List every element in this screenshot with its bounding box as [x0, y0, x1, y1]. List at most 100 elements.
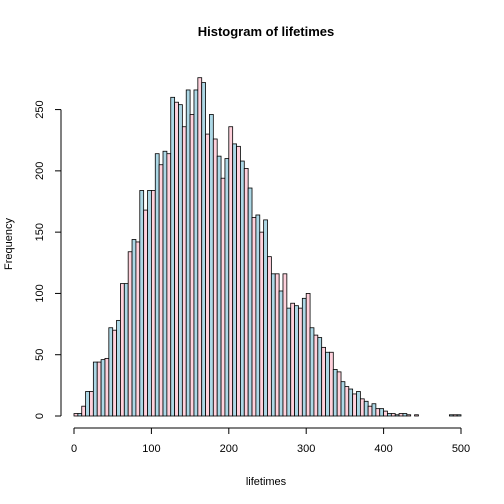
histogram-bar [274, 273, 280, 417]
histogram-bar [344, 386, 350, 417]
histogram-bar [147, 190, 152, 417]
y-tick-label: 50 [34, 349, 46, 361]
histogram-bar [166, 153, 172, 417]
histogram-bar [120, 283, 125, 417]
histogram-bar [371, 403, 377, 417]
x-tick-label: 100 [142, 443, 160, 455]
histogram-bar [383, 410, 388, 417]
histogram-bar [193, 89, 199, 417]
histogram-bar [259, 231, 265, 417]
histogram-bar [201, 82, 206, 417]
histogram-bar [406, 414, 412, 417]
histogram-bar [367, 405, 373, 417]
y-tick-label: 0 [34, 413, 46, 419]
histogram-bar [298, 307, 303, 417]
histogram-bar [174, 101, 179, 417]
histogram-bar [236, 145, 241, 417]
histogram-bar [228, 126, 234, 417]
histogram-bar [402, 413, 408, 417]
chart-title: Histogram of lifetimes [198, 24, 335, 39]
histogram-bar [209, 114, 214, 417]
histogram-bar [181, 126, 187, 417]
y-tick-label: 150 [34, 223, 46, 241]
histogram-bar [116, 319, 121, 417]
histogram-bar [85, 391, 90, 417]
histogram-bar [251, 217, 257, 417]
x-tick-label: 400 [374, 443, 392, 455]
histogram-bar [123, 283, 129, 417]
x-tick-label: 0 [71, 443, 77, 455]
histogram-bar [282, 273, 288, 417]
histogram-bar [301, 297, 307, 417]
histogram-bar [359, 398, 365, 417]
histogram-bar [305, 293, 311, 417]
histogram-bar [139, 190, 145, 417]
x-axis: 0 100 200 300 400 500 [71, 427, 470, 455]
histogram-bar [154, 153, 160, 417]
histogram-bar [92, 361, 98, 417]
histogram-bar [104, 357, 110, 417]
histogram-bar [96, 361, 102, 417]
histogram-bar [224, 158, 230, 417]
histogram-bar [452, 414, 458, 417]
histogram-bar [340, 381, 346, 417]
histogram-bar [329, 351, 334, 417]
histogram-bar [290, 302, 295, 417]
y-tick-label: 250 [34, 100, 46, 118]
histogram-bar [263, 219, 268, 417]
histogram-bar [363, 400, 369, 417]
histogram-bar [325, 351, 330, 417]
y-tick-label: 200 [34, 162, 46, 180]
histogram-bar [255, 214, 261, 417]
histogram-bar [220, 177, 226, 417]
y-axis-label: Frequency [3, 218, 15, 270]
histogram-bar [247, 187, 253, 417]
histogram-bar [294, 305, 299, 417]
y-axis: 0 50 100 150 200 250 [34, 100, 62, 419]
histogram-bar [127, 251, 133, 417]
histogram-bar [317, 337, 323, 417]
histogram-bar [394, 414, 400, 417]
histogram-bar [185, 89, 191, 417]
histogram-bar [286, 307, 292, 417]
histogram-bar [73, 413, 79, 417]
histogram-bar [216, 155, 222, 417]
histogram-bar [112, 329, 117, 417]
histogram-bar [131, 239, 137, 417]
x-tick-label: 300 [297, 443, 315, 455]
histogram-bar [321, 346, 326, 417]
histogram-bar [162, 150, 168, 417]
histogram-bar [387, 413, 392, 417]
histogram-bar [398, 413, 404, 417]
histogram-bar [240, 160, 245, 417]
histogram-bar [448, 414, 454, 417]
histogram-bar [81, 405, 87, 417]
histogram-bar [108, 327, 114, 417]
histogram-bar [348, 388, 354, 417]
x-tick-label: 500 [452, 443, 470, 455]
histogram-bar [356, 391, 361, 417]
histogram-bar [178, 104, 183, 417]
histogram-bar [89, 391, 94, 417]
histogram-bar [313, 334, 319, 417]
histogram-bar [158, 164, 164, 417]
histogram-bar [332, 369, 338, 417]
x-tick-label: 200 [220, 443, 238, 455]
histogram-bar [278, 290, 284, 417]
histogram-bar [205, 133, 210, 417]
histogram-bar [336, 371, 342, 417]
histogram-bar [143, 209, 148, 417]
histogram-bar [456, 414, 462, 417]
histogram-bar [77, 413, 83, 417]
x-axis-label: lifetimes [246, 476, 287, 488]
histogram-bar [352, 393, 357, 417]
histogram-bar [267, 256, 272, 417]
histogram-bar [189, 114, 195, 417]
histogram-bar [100, 359, 106, 417]
histogram-bar [170, 96, 176, 417]
histogram-bar [135, 241, 141, 417]
histogram-bar [309, 327, 315, 417]
histogram-bar [150, 190, 156, 417]
histogram-bar [243, 168, 249, 417]
